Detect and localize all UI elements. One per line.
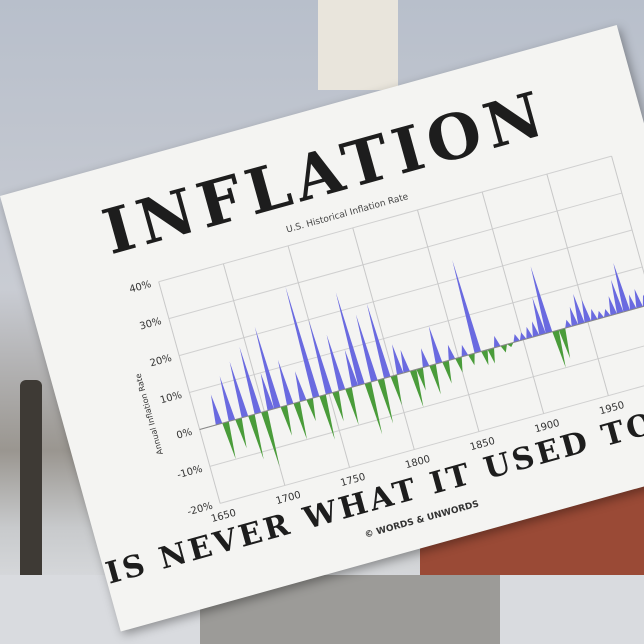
deflation-spike xyxy=(506,342,514,348)
deflation-spike xyxy=(429,363,441,395)
inflation-spike xyxy=(344,349,359,388)
x-gridline xyxy=(611,155,644,378)
inflation-spike xyxy=(530,266,553,334)
inflation-spike xyxy=(591,308,598,321)
inflation-spike xyxy=(629,294,637,311)
deflation-spike xyxy=(280,405,292,436)
deflation-spike xyxy=(306,398,316,422)
inflation-spike xyxy=(335,292,365,386)
x-gridline xyxy=(416,209,480,432)
y-gridline xyxy=(158,155,612,283)
deflation-spike xyxy=(222,421,236,460)
y-tick-label: 10% xyxy=(159,390,183,407)
inflation-spike xyxy=(461,344,469,357)
inflation-spike xyxy=(581,299,592,323)
inflation-spike xyxy=(428,326,443,364)
inflation-spike xyxy=(513,334,520,343)
deflation-spike xyxy=(487,347,495,364)
inflation-spike xyxy=(210,394,223,425)
inflation-spike xyxy=(277,360,294,406)
deflation-spike xyxy=(377,378,394,424)
inflation-spike xyxy=(229,361,249,418)
deflation-spike xyxy=(481,349,489,366)
inflation-spike xyxy=(494,335,501,348)
bell-tower xyxy=(318,0,398,90)
inflation-poster: INFLATION U.S. Historical Inflation Rate… xyxy=(0,24,644,632)
y-tick-label: 30% xyxy=(138,316,162,333)
y-gridline xyxy=(189,266,643,394)
inflation-spike xyxy=(565,319,572,329)
inflation-spike xyxy=(254,326,281,409)
inflation-spike xyxy=(239,346,262,415)
deflation-spike xyxy=(248,414,264,460)
inflation-spike xyxy=(569,306,579,327)
inflation-spike xyxy=(519,332,527,341)
deflation-spike xyxy=(442,360,452,384)
y-gridline xyxy=(168,192,622,320)
y-tick-label: 40% xyxy=(128,279,152,296)
deflation-spike xyxy=(552,329,566,368)
inflation-spike xyxy=(532,297,546,336)
deflation-spike xyxy=(558,328,571,359)
inflation-spike xyxy=(285,286,320,399)
y-tick-label: 0% xyxy=(175,427,193,442)
inflation-spike xyxy=(355,314,378,382)
deflation-spike xyxy=(409,369,424,408)
inflation-spike xyxy=(452,259,482,354)
inflation-spike xyxy=(604,309,611,318)
inflation-spike xyxy=(447,344,456,361)
tree-trunk xyxy=(20,380,42,600)
deflation-spike xyxy=(468,353,475,366)
deflation-spike xyxy=(319,394,335,440)
y-gridline xyxy=(209,340,644,467)
inflation-spike xyxy=(308,319,333,395)
inflation-spike xyxy=(608,296,617,316)
inflation-spike xyxy=(260,372,275,411)
inflation-spike xyxy=(366,303,391,379)
x-gridline xyxy=(158,281,221,504)
zero-line xyxy=(199,303,644,430)
deflation-spike xyxy=(390,374,402,406)
deflation-spike xyxy=(455,356,463,373)
inflation-spike xyxy=(326,334,346,391)
deflation-spike xyxy=(235,417,247,449)
y-tick-label: -10% xyxy=(176,464,204,482)
inflation-spike xyxy=(573,294,585,325)
y-gridline xyxy=(220,377,644,504)
inflation-spike xyxy=(400,349,410,373)
deflation-spike xyxy=(261,410,280,467)
deflation-spike xyxy=(416,367,426,391)
inflation-spike xyxy=(526,326,533,339)
inflation-spike xyxy=(392,344,404,375)
y-gridline xyxy=(179,229,633,357)
inflation-spike xyxy=(420,348,430,368)
deflation-spike xyxy=(293,401,307,440)
deflation-spike xyxy=(500,344,507,353)
y-axis-label: Annual Inflation Rate xyxy=(134,372,165,455)
deflation-spike xyxy=(364,381,383,435)
inflation-spike xyxy=(597,310,605,320)
inflation-spike xyxy=(634,288,643,309)
inflation-spike xyxy=(532,321,540,338)
inflation-chart: U.S. Historical Inflation Rate -20%-10%0… xyxy=(128,155,644,525)
inflation-spike xyxy=(294,371,307,402)
x-gridline xyxy=(352,227,415,450)
y-tick-label: 20% xyxy=(149,353,173,370)
x-gridline xyxy=(481,191,545,414)
inflation-spike xyxy=(219,376,236,422)
deflation-spike xyxy=(345,387,359,426)
inflation-spike xyxy=(613,263,630,312)
x-gridline xyxy=(546,173,609,396)
deflation-spike xyxy=(332,390,344,422)
inflation-spike xyxy=(610,279,624,314)
